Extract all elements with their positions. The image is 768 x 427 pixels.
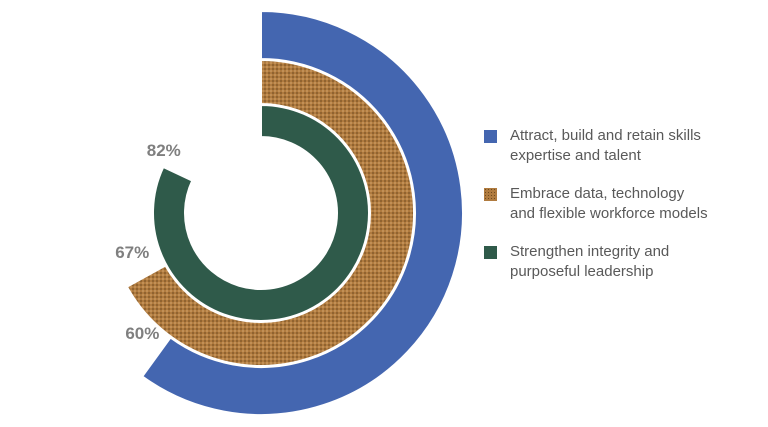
data-label: 82%: [147, 141, 181, 160]
legend: Attract, build and retain skills experti…: [484, 126, 754, 300]
ring-arc-3: [152, 103, 370, 322]
legend-item: Embrace data, technology and flexible wo…: [484, 184, 754, 242]
data-label: 67%: [115, 243, 149, 262]
legend-label: Strengthen integrity and purposeful lead…: [510, 243, 670, 280]
legend-swatch: [484, 246, 497, 259]
legend-swatch: [484, 188, 497, 201]
legend-label: Embrace data, technology and flexible wo…: [510, 185, 708, 222]
legend-item: Attract, build and retain skills experti…: [484, 126, 754, 184]
legend-swatch: [484, 130, 497, 143]
legend-item: Strengthen integrity and purposeful lead…: [484, 242, 754, 300]
data-label: 60%: [125, 324, 159, 343]
legend-label: Attract, build and retain skills experti…: [510, 127, 701, 164]
